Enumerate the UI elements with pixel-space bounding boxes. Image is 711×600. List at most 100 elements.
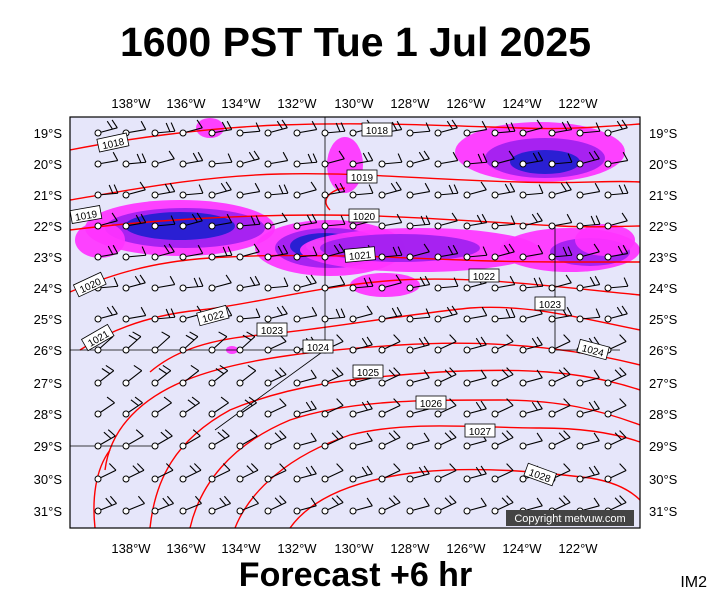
wind-barb <box>434 277 459 292</box>
isobar-label: 1019 <box>69 205 103 224</box>
precipitation-cell <box>350 273 420 297</box>
wind-barb <box>349 465 373 483</box>
wind-barb <box>179 212 203 230</box>
wind-barb <box>321 215 346 230</box>
wind-barb <box>463 369 487 387</box>
wind-barb <box>378 306 403 323</box>
wind-barb <box>406 243 430 261</box>
latitude-label-right: 19°S <box>649 126 678 141</box>
precipitation-cell <box>196 118 224 138</box>
wind-barb <box>94 463 117 483</box>
copyright-text: Copyright metvuw.com <box>514 513 625 525</box>
wind-barb <box>151 396 172 418</box>
wind-barb <box>208 396 229 418</box>
svg-text:1020: 1020 <box>353 212 376 223</box>
precipitation-cell <box>327 137 363 193</box>
latitude-label-left: 22°S <box>34 219 63 234</box>
isobar-label: 1019 <box>346 169 378 184</box>
wind-barb <box>179 184 204 199</box>
wind-barb <box>122 331 142 354</box>
wind-barb <box>491 308 516 323</box>
wind-barb <box>548 398 571 418</box>
wind-barb <box>321 182 346 199</box>
wind-barb <box>122 364 143 387</box>
wind-barb <box>491 430 514 450</box>
wind-barb <box>321 308 346 323</box>
longitude-label-top: 126°W <box>446 96 486 111</box>
wind-barb <box>122 463 145 483</box>
wind-barb <box>208 274 232 292</box>
wind-barb <box>378 334 401 354</box>
latitude-label-left: 31°S <box>34 504 63 519</box>
longitude-label-bottom: 132°W <box>277 541 317 556</box>
wind-barb <box>293 400 317 418</box>
latitude-label-right: 27°S <box>649 376 678 391</box>
longitude-label-bottom: 130°W <box>334 541 374 556</box>
longitude-label-bottom: 126°W <box>446 541 486 556</box>
wind-barb <box>491 150 515 168</box>
wind-barb <box>463 465 487 483</box>
wind-barb <box>548 153 573 168</box>
wind-barb <box>264 119 288 137</box>
latitude-label-right: 23°S <box>649 250 678 265</box>
latitude-label-right: 29°S <box>649 439 678 454</box>
svg-text:1021: 1021 <box>349 250 373 263</box>
wind-barb <box>434 430 457 450</box>
svg-text:1023: 1023 <box>539 300 562 311</box>
latitude-label-left: 26°S <box>34 343 63 358</box>
wind-barb <box>236 364 257 387</box>
isobar-label: 1026 <box>415 395 447 410</box>
wind-barb <box>236 396 257 418</box>
latitude-label-right: 21°S <box>649 188 678 203</box>
svg-text:1018: 1018 <box>366 126 389 137</box>
longitude-labels-top: 138°W 136°W 134°W 132°W 130°W 128°W 126°W 124°W… <box>111 96 598 111</box>
wind-barb <box>463 400 487 418</box>
longitude-label-bottom: 122°W <box>558 541 598 556</box>
wind-barb <box>349 432 373 450</box>
longitude-label-top: 130°W <box>334 96 374 111</box>
wind-barb <box>576 215 601 230</box>
wind-barb <box>406 122 431 137</box>
wind-barb <box>179 151 204 168</box>
wind-barb <box>179 331 199 354</box>
wind-barb <box>576 432 600 450</box>
latitude-label-left: 24°S <box>34 281 63 296</box>
wind-barb <box>548 334 571 354</box>
wind-barb <box>321 122 346 137</box>
wind-barb <box>349 151 374 168</box>
wind-barb <box>576 182 601 199</box>
wind-barb <box>321 275 346 292</box>
wind-barb <box>434 244 459 261</box>
precipitation-cell <box>575 224 635 256</box>
wind-barb <box>491 495 514 515</box>
wind-barb <box>491 398 514 418</box>
wind-barb <box>264 398 287 418</box>
latitude-labels-left: 19°S 20°S 21°S 22°S 23°S 24°S 25°S 26°S 27°S 28°S… <box>34 126 63 519</box>
longitude-labels-bottom: 138°W 136°W 134°W 132°W 130°W 128°W 126°W 124°W… <box>111 541 598 556</box>
wind-barb <box>264 244 289 261</box>
isobar-line <box>79 278 640 351</box>
wind-barb <box>491 243 515 261</box>
wind-barb <box>491 367 514 387</box>
wind-barb <box>179 495 202 515</box>
isobar-label: 1023 <box>534 296 566 311</box>
wind-barb <box>293 306 318 323</box>
wind-barb <box>236 331 256 354</box>
wind-barb <box>434 367 457 387</box>
wind-barb <box>463 153 488 168</box>
wind-barb <box>548 274 572 292</box>
latitude-label-right: 26°S <box>649 343 678 358</box>
wind-barb <box>378 367 401 387</box>
wind-barb <box>519 119 543 137</box>
wind-barb <box>548 181 572 199</box>
wind-barb <box>293 369 317 387</box>
wind-barb <box>434 334 457 354</box>
wind-barb <box>122 429 144 450</box>
wind-barb <box>463 181 487 199</box>
wind-barb <box>406 275 431 292</box>
wind-barb <box>264 430 287 450</box>
wind-barb <box>434 119 458 137</box>
wind-barb <box>463 336 487 354</box>
svg-text:1019: 1019 <box>351 173 374 184</box>
wind-barb <box>434 184 459 199</box>
